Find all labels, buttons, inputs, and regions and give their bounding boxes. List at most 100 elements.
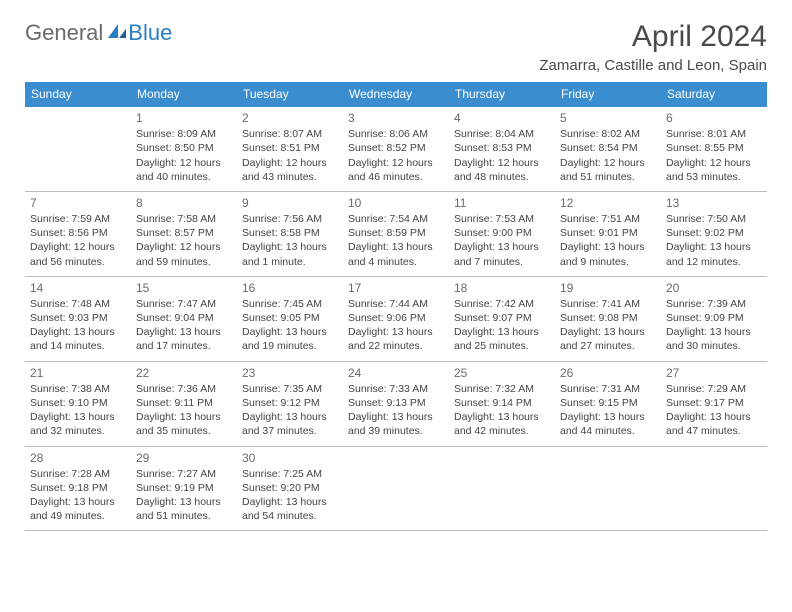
sunset-text: Sunset: 9:13 PM [348,396,444,410]
sunrise-text: Sunrise: 8:02 AM [560,127,656,141]
sunrise-text: Sunrise: 7:47 AM [136,297,232,311]
daylight-text: and 32 minutes. [30,424,126,438]
daylight-text: Daylight: 12 hours [666,156,762,170]
day-name: Friday [555,82,661,107]
date-number: 24 [348,365,444,381]
day-cell: 13Sunrise: 7:50 AMSunset: 9:02 PMDayligh… [661,191,767,276]
day-cell: 19Sunrise: 7:41 AMSunset: 9:08 PMDayligh… [555,276,661,361]
logo-text-blue: Blue [128,20,172,46]
date-number: 28 [30,450,126,466]
date-number: 9 [242,195,338,211]
week-row: 14Sunrise: 7:48 AMSunset: 9:03 PMDayligh… [25,276,767,361]
sunrise-text: Sunrise: 7:33 AM [348,382,444,396]
date-number: 27 [666,365,762,381]
logo-text-general: General [25,20,103,46]
day-cell: 28Sunrise: 7:28 AMSunset: 9:18 PMDayligh… [25,446,131,531]
week-row: 21Sunrise: 7:38 AMSunset: 9:10 PMDayligh… [25,361,767,446]
sunrise-text: Sunrise: 7:35 AM [242,382,338,396]
daylight-text: and 27 minutes. [560,339,656,353]
sunset-text: Sunset: 8:53 PM [454,141,550,155]
sunrise-text: Sunrise: 8:06 AM [348,127,444,141]
day-cell [25,107,131,192]
sunrise-text: Sunrise: 8:04 AM [454,127,550,141]
sunset-text: Sunset: 9:19 PM [136,481,232,495]
sunset-text: Sunset: 9:04 PM [136,311,232,325]
sunset-text: Sunset: 9:18 PM [30,481,126,495]
day-cell: 25Sunrise: 7:32 AMSunset: 9:14 PMDayligh… [449,361,555,446]
sunset-text: Sunset: 9:02 PM [666,226,762,240]
day-cell: 20Sunrise: 7:39 AMSunset: 9:09 PMDayligh… [661,276,767,361]
date-number: 16 [242,280,338,296]
day-cell: 27Sunrise: 7:29 AMSunset: 9:17 PMDayligh… [661,361,767,446]
daylight-text: and 46 minutes. [348,170,444,184]
date-number: 30 [242,450,338,466]
week-row: 28Sunrise: 7:28 AMSunset: 9:18 PMDayligh… [25,446,767,531]
daylight-text: and 44 minutes. [560,424,656,438]
date-number: 29 [136,450,232,466]
sunset-text: Sunset: 9:09 PM [666,311,762,325]
title-block: April 2024 Zamarra, Castille and Leon, S… [539,20,767,74]
sunset-text: Sunset: 8:58 PM [242,226,338,240]
sunset-text: Sunset: 9:17 PM [666,396,762,410]
day-cell: 3Sunrise: 8:06 AMSunset: 8:52 PMDaylight… [343,107,449,192]
day-cell: 18Sunrise: 7:42 AMSunset: 9:07 PMDayligh… [449,276,555,361]
daylight-text: Daylight: 12 hours [242,156,338,170]
day-cell: 23Sunrise: 7:35 AMSunset: 9:12 PMDayligh… [237,361,343,446]
daylight-text: Daylight: 12 hours [136,156,232,170]
sunset-text: Sunset: 9:01 PM [560,226,656,240]
sunrise-text: Sunrise: 7:45 AM [242,297,338,311]
day-cell: 16Sunrise: 7:45 AMSunset: 9:05 PMDayligh… [237,276,343,361]
daylight-text: Daylight: 13 hours [348,410,444,424]
daylight-text: and 37 minutes. [242,424,338,438]
daylight-text: Daylight: 13 hours [666,240,762,254]
sunset-text: Sunset: 9:11 PM [136,396,232,410]
daylight-text: and 54 minutes. [242,509,338,523]
sunrise-text: Sunrise: 7:58 AM [136,212,232,226]
date-number: 18 [454,280,550,296]
sunrise-text: Sunrise: 7:31 AM [560,382,656,396]
daylight-text: and 14 minutes. [30,339,126,353]
daylight-text: and 40 minutes. [136,170,232,184]
day-cell [661,446,767,531]
day-cell: 10Sunrise: 7:54 AMSunset: 8:59 PMDayligh… [343,191,449,276]
sunrise-text: Sunrise: 7:32 AM [454,382,550,396]
sunset-text: Sunset: 9:10 PM [30,396,126,410]
date-number: 1 [136,110,232,126]
daylight-text: and 51 minutes. [560,170,656,184]
daylight-text: Daylight: 13 hours [560,410,656,424]
daylight-text: Daylight: 12 hours [136,240,232,254]
sunrise-text: Sunrise: 8:09 AM [136,127,232,141]
sunset-text: Sunset: 8:50 PM [136,141,232,155]
day-cell: 14Sunrise: 7:48 AMSunset: 9:03 PMDayligh… [25,276,131,361]
sunset-text: Sunset: 9:12 PM [242,396,338,410]
day-cell: 8Sunrise: 7:58 AMSunset: 8:57 PMDaylight… [131,191,237,276]
daylight-text: and 47 minutes. [666,424,762,438]
daylight-text: and 48 minutes. [454,170,550,184]
daylight-text: Daylight: 13 hours [560,240,656,254]
sunset-text: Sunset: 8:51 PM [242,141,338,155]
day-cell: 9Sunrise: 7:56 AMSunset: 8:58 PMDaylight… [237,191,343,276]
sunrise-text: Sunrise: 7:54 AM [348,212,444,226]
sunrise-text: Sunrise: 7:38 AM [30,382,126,396]
sunset-text: Sunset: 9:06 PM [348,311,444,325]
day-names-row: Sunday Monday Tuesday Wednesday Thursday… [25,82,767,107]
daylight-text: Daylight: 13 hours [666,325,762,339]
week-row: 1Sunrise: 8:09 AMSunset: 8:50 PMDaylight… [25,107,767,192]
date-number: 14 [30,280,126,296]
date-number: 25 [454,365,550,381]
sunrise-text: Sunrise: 7:39 AM [666,297,762,311]
date-number: 2 [242,110,338,126]
sunset-text: Sunset: 8:59 PM [348,226,444,240]
daylight-text: and 43 minutes. [242,170,338,184]
day-cell: 21Sunrise: 7:38 AMSunset: 9:10 PMDayligh… [25,361,131,446]
daylight-text: Daylight: 13 hours [348,325,444,339]
daylight-text: and 39 minutes. [348,424,444,438]
date-number: 15 [136,280,232,296]
sunset-text: Sunset: 9:15 PM [560,396,656,410]
day-cell: 15Sunrise: 7:47 AMSunset: 9:04 PMDayligh… [131,276,237,361]
daylight-text: and 1 minute. [242,255,338,269]
sunrise-text: Sunrise: 7:53 AM [454,212,550,226]
calendar-table: Sunday Monday Tuesday Wednesday Thursday… [25,82,767,531]
day-cell: 24Sunrise: 7:33 AMSunset: 9:13 PMDayligh… [343,361,449,446]
daylight-text: Daylight: 13 hours [136,495,232,509]
